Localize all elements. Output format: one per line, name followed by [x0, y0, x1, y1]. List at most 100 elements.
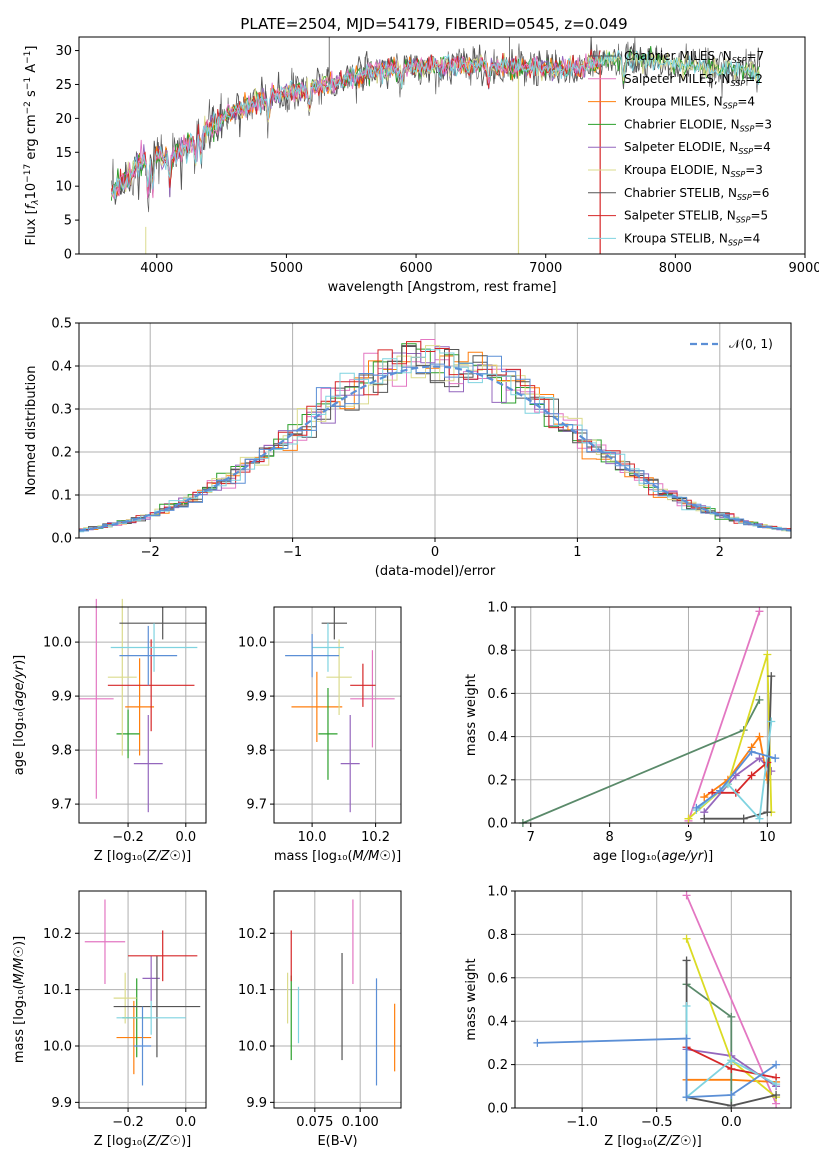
label-part: mass weight	[464, 958, 479, 1040]
weight-marker	[747, 771, 756, 780]
label-part: mass weight	[464, 674, 479, 756]
weight-marker	[682, 1034, 691, 1043]
weight-marker	[755, 754, 764, 763]
label-part: Z/Z☉	[146, 1134, 181, 1149]
weight-marker	[755, 732, 764, 741]
legend-text: Kroupa MILES, N	[624, 95, 723, 109]
weight-marker	[700, 814, 709, 823]
x-tick-label: 6000	[400, 261, 433, 276]
weight-marker	[767, 717, 776, 726]
legend-label: Chabrier STELIB, NSSP=6	[624, 186, 769, 202]
legend-subscript: SSP	[723, 102, 738, 111]
x-tick-label: 9	[684, 830, 692, 845]
legend-label: Salpeter ELODIE, NSSP=4	[624, 140, 771, 156]
y-tick-label: 0.0	[487, 817, 508, 832]
axes-frame	[273, 890, 402, 1109]
weight-marker	[739, 814, 748, 823]
legend-label: Salpeter MILES, NSSP=2	[624, 72, 763, 88]
panel-8: −1.0 −0.5 0.0 0.0 0.2 0.4 0.6 0.8 1.0 Z [log₁₀(Z/…	[464, 885, 792, 1149]
x-axis-label: Z [log₁₀(Z/Z☉)]	[94, 849, 191, 864]
label-part: M/M☉	[12, 946, 27, 984]
panel-2: −2 −1 0 1 2 0.0 0.1 0.2 0.3 0.4 0.5 𝒩(0, 1) (data-mo…	[24, 317, 792, 579]
legend-text: Kroupa STELIB, N	[624, 231, 728, 245]
y-tick-label: 10.2	[238, 927, 267, 942]
x-tick-label: 7000	[529, 261, 562, 276]
axes-frame	[78, 890, 207, 1109]
label-part: mass [log₁₀(	[12, 984, 27, 1063]
x-tick-label: 0.075	[296, 1115, 333, 1130]
axes-frame	[78, 606, 207, 824]
histogram-series	[79, 349, 791, 533]
label-part: wavelength [Angstrom, rest frame]	[328, 280, 557, 295]
weight-marker	[684, 814, 693, 823]
weight-marker	[716, 786, 725, 795]
label-part: )]	[12, 936, 27, 946]
x-tick-label: 4000	[140, 261, 173, 276]
y-axis-label: age [log₁₀(age/yr)]	[12, 655, 27, 776]
legend-count: =7	[746, 49, 764, 63]
legend-subscript: SSP	[738, 147, 753, 156]
legend-subscript: SSP	[737, 193, 752, 202]
label-part: )]	[181, 849, 191, 864]
y-tick-label: 0.0	[487, 1102, 508, 1117]
y-tick-label: 0.4	[51, 360, 72, 375]
y-axis-label: mass [log₁₀(M/M☉)]	[12, 936, 27, 1063]
y-tick-label: 0.6	[487, 687, 508, 702]
label-part: age/yr	[661, 849, 704, 864]
weight-marker	[727, 1056, 736, 1065]
weight-line	[686, 983, 733, 1106]
label-part: −1	[23, 51, 33, 64]
weight-marker	[682, 1002, 691, 1011]
label-part: )]	[391, 849, 401, 864]
x-tick-label: −1	[283, 545, 302, 560]
legend-count: =3	[754, 117, 772, 131]
y-axis-label: mass weight	[464, 674, 479, 756]
y-axis-label: Flux [fλ10−17 erg cm−2 s−1 A−1]	[23, 46, 41, 246]
weight-marker	[682, 1093, 691, 1102]
x-tick-label: 2	[716, 545, 724, 560]
x-tick-label: −0.5	[641, 1115, 673, 1130]
label-part: −17	[23, 164, 33, 183]
y-tick-label: 10.0	[238, 636, 267, 651]
y-tick-label: 0.2	[487, 1058, 508, 1073]
panel-4: 10.0 10.2 9.7 9.8 9.9 10.0 mass [log₁₀(M/M☉)]	[238, 606, 402, 864]
x-tick-label: −1.0	[566, 1115, 598, 1130]
axes-frame	[273, 606, 402, 824]
weight-marker	[692, 803, 701, 812]
y-tick-label: 0.4	[487, 730, 508, 745]
label-part: s	[24, 90, 39, 101]
x-tick-label: 0.0	[175, 1115, 196, 1130]
y-tick-label: 1.0	[487, 885, 508, 900]
legend-text: Chabrier STELIB, N	[624, 186, 737, 200]
x-axis-label: mass [log₁₀(M/M☉)]	[274, 849, 401, 864]
label-part: )]	[692, 1134, 702, 1149]
y-tick-label: 20	[55, 112, 72, 127]
x-tick-label: −0.2	[112, 830, 144, 845]
legend-text: Chabrier MILES, N	[624, 49, 732, 63]
label-part: (data-model)/error	[375, 564, 496, 579]
label-part: λ	[31, 199, 41, 205]
legend-label: Chabrier MILES, NSSP=7	[624, 49, 764, 65]
axes-frame	[78, 322, 792, 539]
weight-marker	[727, 1090, 736, 1099]
y-tick-label: 9.8	[51, 744, 72, 759]
y-tick-label: 5	[64, 214, 72, 229]
y-tick-label: 10.0	[43, 636, 72, 651]
weight-marker	[771, 754, 780, 763]
y-tick-label: 10.2	[43, 927, 72, 942]
axes-frame	[78, 36, 806, 255]
label-part: E(B-V)	[317, 1134, 357, 1149]
x-tick-label: 7	[527, 830, 535, 845]
panel-1: 4000 5000 6000 7000 8000 9000 0 5 10 15 20 25 30 Chab…	[23, 36, 819, 295]
weight-line	[712, 761, 768, 794]
label-part: Z [log₁₀(	[94, 849, 147, 864]
legend-count: =6	[752, 186, 770, 200]
y-tick-label: 9.9	[246, 690, 267, 705]
label-part: Z/Z☉	[657, 1134, 692, 1149]
legend-subscript: SSP	[736, 216, 751, 225]
label-part: Z/Z☉	[146, 849, 181, 864]
label-part: Z [log₁₀(	[604, 1134, 657, 1149]
weight-marker	[727, 1012, 736, 1021]
weight-marker	[763, 808, 772, 817]
